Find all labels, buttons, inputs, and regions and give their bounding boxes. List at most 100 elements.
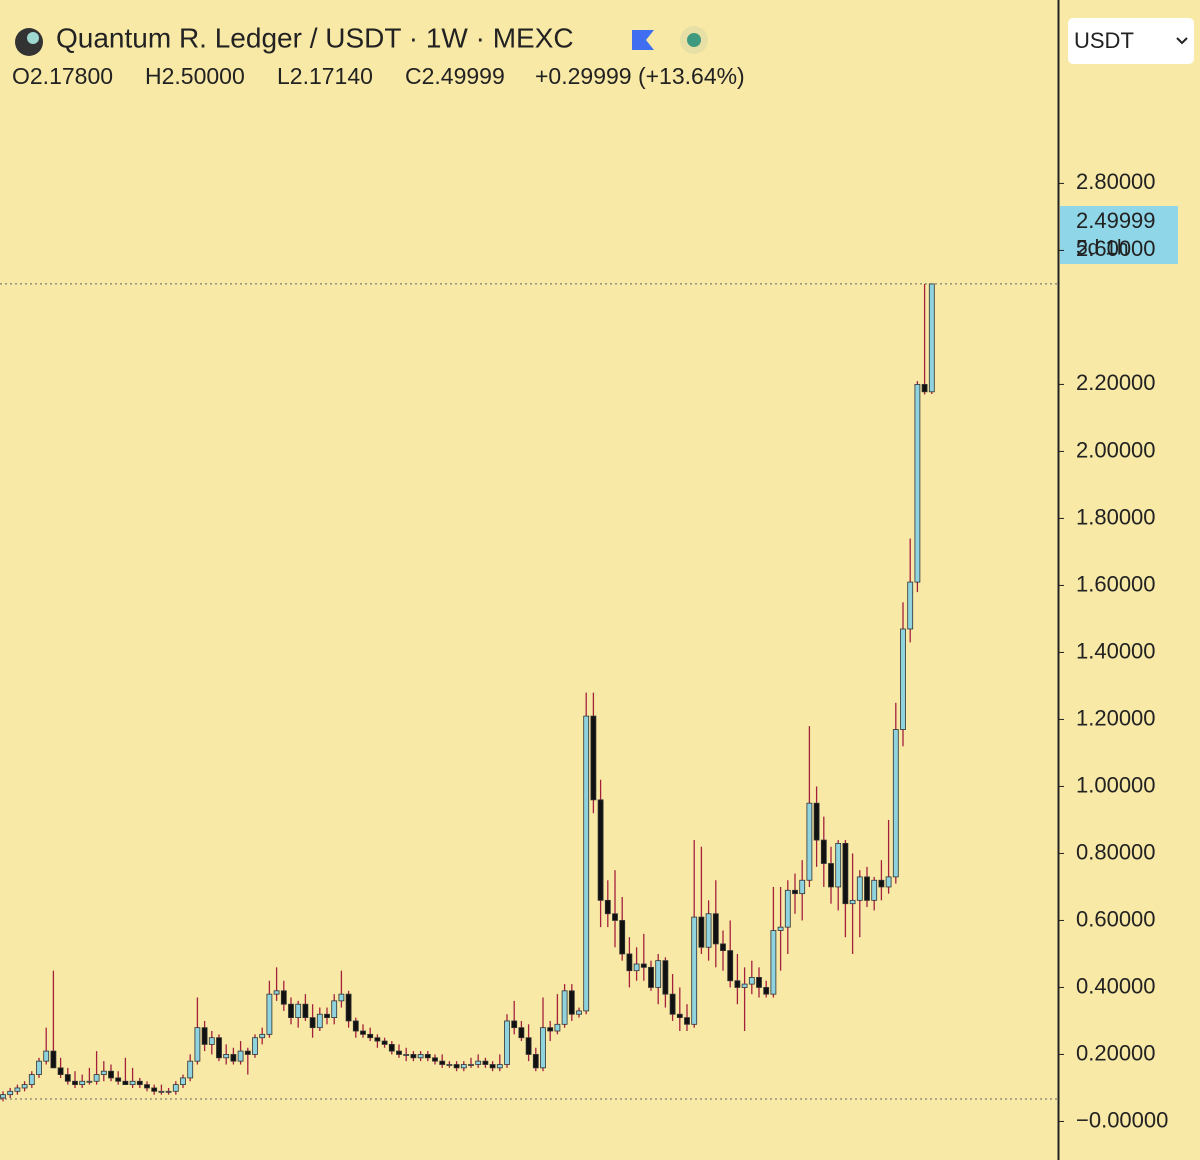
- candle-body: [439, 1060, 446, 1065]
- candle-body: [352, 1020, 359, 1032]
- candle-body: [129, 1080, 136, 1086]
- candle-body: [698, 916, 705, 948]
- candle-body: [453, 1064, 460, 1069]
- currency-select[interactable]: [1068, 18, 1194, 64]
- candle-body: [482, 1060, 489, 1065]
- candle-body: [417, 1054, 424, 1059]
- ohlc-value: C2.49999: [405, 63, 505, 89]
- candle-body: [864, 876, 870, 901]
- candle-body: [172, 1084, 179, 1092]
- y-tick-label: 1.40000: [1076, 638, 1156, 663]
- y-tick-label: 1.00000: [1076, 772, 1156, 797]
- candle-body: [122, 1080, 129, 1086]
- candle-body: [14, 1087, 21, 1092]
- candle-body: [72, 1080, 78, 1086]
- candle-body: [669, 993, 676, 1015]
- ohlc-value: +0.29999 (+13.64%): [535, 63, 745, 89]
- y-tick-label: 0.80000: [1076, 839, 1156, 864]
- candle-body: [734, 980, 741, 988]
- candle-body: [489, 1064, 496, 1069]
- candle-body: [468, 1064, 474, 1066]
- candle-body: [460, 1064, 467, 1069]
- candle-body: [0, 1094, 6, 1099]
- candle-body: [223, 1054, 230, 1059]
- chart-title: Quantum R. Ledger / USDT · 1W · MEXC: [56, 22, 574, 53]
- candle-body: [57, 1067, 64, 1075]
- candle-body: [842, 842, 849, 905]
- candle-body: [403, 1054, 410, 1056]
- candle-body: [547, 1027, 554, 1032]
- candle-body: [820, 839, 827, 864]
- y-tick-label: 1.20000: [1076, 705, 1156, 730]
- candle-body: [828, 863, 834, 888]
- candle-body: [496, 1064, 503, 1069]
- candle-body: [180, 1077, 186, 1086]
- candle-body: [784, 889, 791, 928]
- candle-body: [583, 715, 590, 1012]
- candle-body: [446, 1064, 453, 1066]
- candle-body: [331, 1000, 338, 1019]
- candle-body: [655, 960, 662, 988]
- candle-body: [525, 1037, 532, 1055]
- candle-body: [907, 581, 914, 630]
- candle-body: [93, 1074, 100, 1082]
- candle-body: [273, 990, 280, 995]
- candle-body: [266, 993, 273, 1035]
- candle-body: [295, 1003, 302, 1019]
- candle-body: [504, 1020, 510, 1065]
- candle-body: [806, 802, 813, 881]
- candle-body: [604, 899, 611, 915]
- last-price-box: [1060, 206, 1178, 264]
- countdown-label: 5d 1h: [1076, 237, 1129, 260]
- candle-body: [280, 990, 287, 1005]
- candle-body: [568, 990, 575, 1015]
- candle-body: [640, 963, 647, 968]
- ohlc-header: O2.17800 H2.50000 L2.17140 C2.49999 +0.29999…: [12, 63, 745, 89]
- y-tick-label: 1.80000: [1076, 504, 1156, 529]
- candle-body: [662, 960, 669, 995]
- candle-body: [165, 1090, 172, 1093]
- y-tick-label: 2.80000: [1076, 169, 1156, 194]
- candle-body: [705, 913, 712, 948]
- candle-body: [849, 899, 856, 905]
- candle-body: [633, 963, 640, 972]
- candle-body: [835, 842, 842, 888]
- flag-icon: [632, 30, 654, 50]
- candle-body: [424, 1054, 431, 1059]
- candle-body: [612, 913, 618, 921]
- coin-icon-dot: [27, 32, 39, 44]
- candle-body: [813, 802, 820, 841]
- candle-body: [475, 1060, 482, 1065]
- candle-body: [108, 1070, 114, 1079]
- candle-body: [799, 879, 806, 895]
- candle-body: [86, 1080, 93, 1083]
- ohlc-value: H2.50000: [145, 63, 245, 89]
- candle-body: [921, 384, 928, 393]
- candle-body: [237, 1050, 244, 1062]
- candle-body: [741, 983, 748, 988]
- candle-body: [777, 926, 784, 931]
- candle-body: [684, 1017, 690, 1025]
- y-tick-label: 2.20000: [1076, 370, 1156, 395]
- candle-body: [194, 1027, 201, 1062]
- candle-body: [432, 1057, 438, 1062]
- candle-body: [856, 876, 863, 901]
- candle-body: [208, 1037, 215, 1045]
- candle-body: [619, 920, 626, 955]
- candle-body: [554, 1023, 561, 1032]
- candle-body: [100, 1070, 107, 1075]
- candle-body: [216, 1037, 222, 1059]
- candle-body: [561, 990, 568, 1025]
- plot: [0, 283, 1058, 1102]
- candle-body: [367, 1033, 374, 1039]
- candle-body: [244, 1050, 251, 1055]
- y-tick-label: 0.60000: [1076, 906, 1156, 931]
- currency-label[interactable]: USDT: [1074, 28, 1134, 53]
- candle-body: [374, 1037, 381, 1042]
- candle-body: [727, 950, 734, 982]
- candle-body: [900, 628, 906, 730]
- y-tick-label: −0.00000: [1076, 1107, 1168, 1132]
- candle-body: [345, 993, 352, 1022]
- y-tick-label: 1.60000: [1076, 571, 1156, 596]
